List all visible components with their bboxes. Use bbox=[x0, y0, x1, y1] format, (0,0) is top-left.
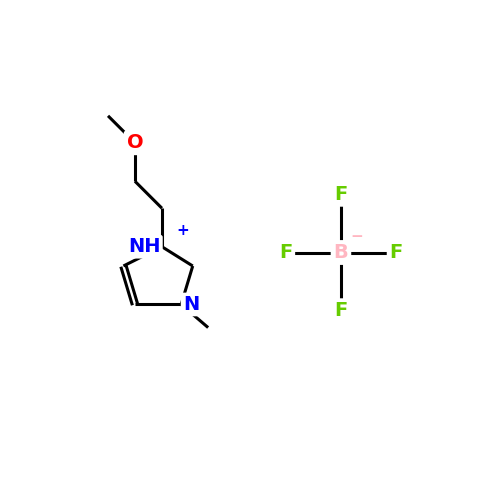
Text: F: F bbox=[389, 243, 402, 262]
Text: F: F bbox=[334, 300, 347, 320]
Text: N: N bbox=[183, 295, 200, 314]
Text: O: O bbox=[126, 134, 144, 152]
Text: F: F bbox=[280, 243, 293, 262]
Text: NH: NH bbox=[128, 237, 160, 256]
Text: +: + bbox=[176, 224, 190, 238]
Text: −: − bbox=[350, 229, 364, 244]
Text: B: B bbox=[334, 243, 348, 262]
Text: F: F bbox=[334, 186, 347, 204]
